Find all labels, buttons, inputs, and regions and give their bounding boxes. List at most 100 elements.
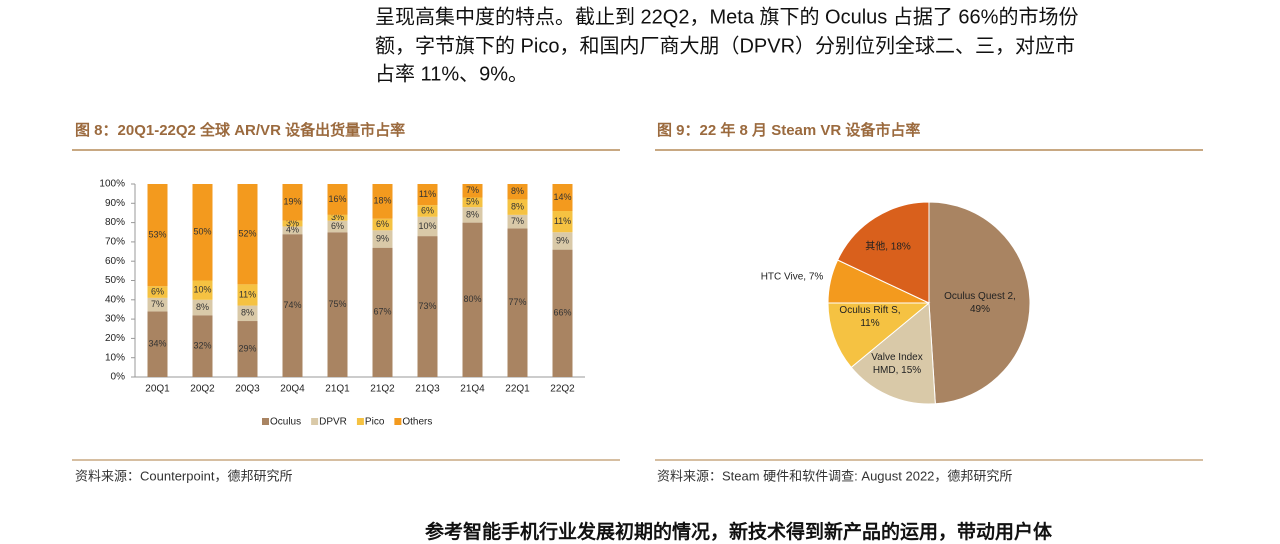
x-tick-label: 20Q4 — [280, 384, 305, 395]
data-label: 29% — [238, 343, 256, 353]
bar-segment — [237, 305, 258, 322]
bar-segment — [417, 205, 438, 217]
data-label: 6% — [331, 221, 344, 231]
x-tick-label: 20Q3 — [235, 384, 260, 395]
data-label: 3% — [331, 212, 344, 222]
legend-label: Oculus — [270, 417, 301, 428]
data-label: 7% — [511, 216, 524, 226]
data-label: 8% — [511, 186, 524, 196]
y-tick-label: 50% — [105, 275, 125, 286]
data-label: 6% — [376, 219, 389, 229]
paragraph-line: 呈现高集中度的特点。截止到 22Q2，Meta 旗下的 Oculus 占据了 6… — [375, 5, 1078, 28]
data-label: 16% — [328, 194, 346, 204]
bar-segment — [552, 211, 573, 233]
bar-segment — [327, 184, 348, 215]
data-label: 3% — [286, 218, 299, 228]
pie-slice — [836, 201, 930, 304]
data-label: 5% — [466, 197, 479, 207]
legend-swatch — [262, 418, 269, 425]
data-label: 6% — [421, 205, 434, 215]
data-label: 8% — [511, 202, 524, 212]
bar-segment — [282, 184, 303, 221]
bar-segment — [192, 299, 213, 316]
bar-segment — [417, 184, 438, 206]
data-label: 11% — [419, 189, 436, 199]
x-tick-label: 22Q1 — [505, 384, 530, 395]
x-tick-label: 21Q3 — [415, 384, 440, 395]
data-label: 73% — [418, 301, 436, 311]
chart-title: 图 8：20Q1-22Q2 全球 AR/VR 设备出货量市占率 — [75, 121, 405, 139]
x-tick-label: 20Q1 — [145, 384, 170, 395]
bar-segment — [372, 184, 393, 219]
bar-segment — [462, 222, 483, 377]
data-label: 77% — [508, 297, 526, 307]
bar-segment — [327, 214, 348, 221]
data-label: 7% — [466, 185, 479, 195]
bar-segment — [147, 297, 168, 312]
x-tick-label: 21Q1 — [325, 384, 350, 395]
bar-segment — [147, 184, 168, 287]
slice-label: Valve Index HMD, 15% — [871, 352, 923, 376]
data-label: 53% — [148, 230, 166, 240]
source: 资料来源：Counterpoint，德邦研究所 — [75, 468, 292, 483]
bar-segment — [282, 226, 303, 235]
y-tick-label: 60% — [105, 256, 125, 267]
data-label: 6% — [151, 286, 164, 296]
pie-slice — [928, 201, 1031, 405]
legend-label: Pico — [365, 417, 385, 428]
y-tick-label: 10% — [105, 352, 125, 363]
bar-segment — [462, 197, 483, 208]
slice-label: Oculus Quest 2, 49% — [944, 291, 1016, 315]
bar-segment — [192, 280, 213, 300]
bar-segment — [237, 321, 258, 377]
slice-label: HTC Vive, 7% — [760, 271, 824, 283]
bar-segment — [552, 232, 573, 250]
pie-slice — [850, 301, 936, 405]
bar-segment — [552, 249, 573, 377]
legend-swatch — [311, 418, 319, 425]
data-label: 11% — [239, 289, 256, 299]
legend-label: DPVR — [319, 417, 347, 428]
bar-segment — [327, 232, 348, 377]
data-label: 9% — [556, 235, 569, 245]
y-tick-label: 30% — [105, 314, 125, 325]
data-label: 80% — [463, 294, 481, 304]
data-label: 14% — [553, 192, 571, 202]
data-label: 8% — [466, 209, 479, 219]
y-tick-label: 40% — [105, 294, 125, 305]
data-label: 67% — [373, 307, 391, 317]
bar-segment — [282, 220, 303, 227]
bar-segment — [327, 220, 348, 233]
x-tick-label: 21Q2 — [370, 384, 395, 395]
bar-segment — [462, 207, 483, 223]
bar-segment — [417, 236, 438, 377]
bar-segment — [507, 228, 528, 377]
data-label: 50% — [193, 227, 211, 237]
bar-segment — [552, 184, 573, 212]
data-label: 18% — [373, 196, 391, 206]
legend-swatch — [356, 418, 364, 425]
data-label: 9% — [376, 233, 389, 243]
data-label: 75% — [328, 299, 346, 309]
data-label: 19% — [283, 197, 301, 207]
bar-segment — [147, 286, 168, 298]
data-label: 10% — [418, 221, 436, 231]
slice-label: Oculus Rift S, 11% — [839, 305, 901, 329]
bar-segment — [372, 230, 393, 248]
data-label: 66% — [553, 308, 571, 318]
bar-segment — [237, 284, 258, 306]
data-label: 4% — [286, 225, 299, 235]
data-label: 74% — [283, 300, 301, 310]
bar-segment — [282, 234, 303, 377]
paragraph-line: 参考智能手机行业发展初期的情况，新技术得到新产品的运用，带动用户体 — [425, 520, 1053, 543]
paragraph-line: 占率 11%、9%。 — [375, 62, 528, 85]
data-label: 10% — [193, 285, 211, 295]
bar-segment — [192, 315, 213, 377]
data-label: 34% — [148, 339, 166, 349]
chart-title: 图 9：22 年 8 月 Steam VR 设备市占率 — [657, 121, 920, 139]
y-tick-label: 0% — [111, 372, 126, 383]
data-label: 8% — [196, 302, 209, 312]
bar-segment — [462, 184, 483, 198]
